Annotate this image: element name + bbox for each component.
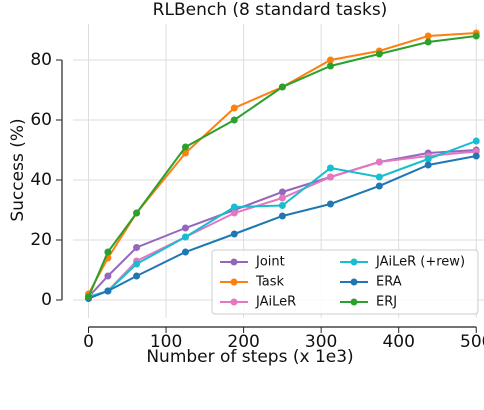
point <box>133 260 141 268</box>
point <box>326 56 334 64</box>
y-tick-label: 40 <box>30 170 52 190</box>
point <box>424 161 432 169</box>
point <box>326 200 334 208</box>
x-tick-label: 500 <box>460 332 484 352</box>
point <box>133 209 141 217</box>
chart-title: RLBench (8 standard tasks) <box>153 0 388 20</box>
legend-marker <box>230 278 238 286</box>
legend-label: JAiLeR <box>255 295 296 310</box>
point <box>424 155 432 163</box>
series-line <box>88 155 477 300</box>
legend-marker <box>350 258 358 266</box>
point <box>375 158 383 166</box>
point <box>278 212 286 220</box>
legend-label: JAiLeR (+rew) <box>375 255 465 270</box>
point <box>424 32 432 40</box>
x-tick-label: 100 <box>150 332 182 352</box>
y-tick-label: 0 <box>41 290 52 310</box>
legend-label: Joint <box>255 255 285 270</box>
legend-label: Task <box>255 275 285 290</box>
series-line <box>87 32 477 295</box>
point <box>472 32 480 40</box>
y-axis-label: Success (%) <box>8 118 28 221</box>
point <box>278 194 286 202</box>
point <box>424 38 432 46</box>
point <box>230 209 238 217</box>
legend-marker <box>230 298 238 306</box>
y-tick-label: 60 <box>30 110 52 130</box>
point <box>181 248 189 256</box>
point <box>230 116 238 124</box>
legend-marker <box>350 278 358 286</box>
point <box>375 182 383 190</box>
legend-label: ERJ <box>376 295 397 310</box>
point <box>181 143 189 151</box>
point <box>104 272 112 280</box>
x-tick-label: 200 <box>227 332 259 352</box>
series-line <box>88 140 477 298</box>
series-line <box>87 149 477 298</box>
point <box>230 203 238 211</box>
point <box>375 50 383 58</box>
point <box>104 287 112 295</box>
point <box>104 248 112 256</box>
x-axis-label: Number of steps (x 1e3) <box>146 347 353 367</box>
legend-label: ERA <box>376 275 402 290</box>
point <box>230 230 238 238</box>
point <box>472 137 480 145</box>
x-tick-label: 0 <box>83 332 94 352</box>
point <box>230 104 238 112</box>
y-tick-label: 20 <box>30 230 52 250</box>
point <box>472 152 480 160</box>
y-tick-label: 80 <box>30 50 52 70</box>
point <box>278 83 286 91</box>
point <box>133 272 141 280</box>
point <box>278 188 286 196</box>
legend-marker <box>350 298 358 306</box>
x-tick-label: 400 <box>382 332 414 352</box>
point <box>181 224 189 232</box>
point <box>181 233 189 241</box>
point <box>326 164 334 172</box>
point <box>181 149 189 157</box>
point <box>278 202 286 209</box>
point <box>133 244 141 251</box>
legend-marker <box>230 258 238 266</box>
point <box>85 293 93 301</box>
point <box>375 173 383 181</box>
point <box>326 62 334 70</box>
x-tick-label: 300 <box>305 332 337 352</box>
series-line <box>87 35 477 298</box>
point <box>326 173 334 181</box>
